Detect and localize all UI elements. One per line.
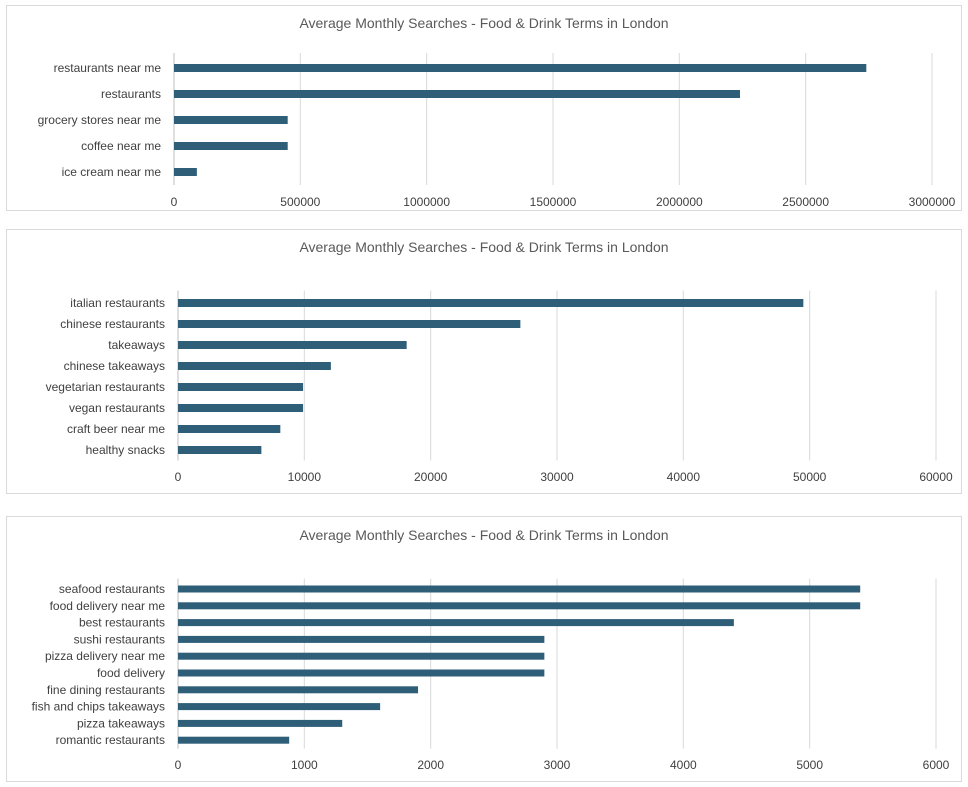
bar: [178, 585, 861, 593]
x-tick-label: 50000: [793, 470, 827, 484]
chart-title: Average Monthly Searches - Food & Drink …: [299, 239, 668, 255]
category-label: healthy snacks: [86, 443, 165, 457]
category-label: romantic restaurants: [56, 733, 165, 747]
category-label: craft beer near me: [67, 422, 165, 436]
bar: [178, 341, 407, 349]
x-tick-label: 40000: [667, 470, 701, 484]
bar: [178, 299, 804, 307]
chart-1-svg: Average Monthly Searches - Food & Drink …: [38, 15, 956, 209]
category-label: takeaways: [108, 338, 165, 352]
x-tick-label: 500000: [280, 195, 320, 209]
x-tick-label: 0: [171, 195, 178, 209]
chart-panel-2: Average Monthly Searches - Food & Drink …: [6, 229, 962, 494]
chart-title: Average Monthly Searches - Food & Drink …: [299, 15, 668, 31]
bar: [178, 736, 290, 744]
chart-2-svg: Average Monthly Searches - Food & Drink …: [46, 239, 953, 484]
bar: [178, 652, 545, 660]
category-label: food delivery: [97, 666, 165, 680]
category-label: best restaurants: [79, 616, 165, 630]
category-label: coffee near me: [81, 139, 161, 153]
bar: [174, 64, 867, 72]
x-tick-label: 2000: [417, 758, 444, 772]
x-tick-label: 4000: [670, 758, 697, 772]
bar: [174, 116, 288, 124]
x-tick-label: 30000: [540, 470, 574, 484]
x-tick-label: 6000: [923, 758, 950, 772]
x-tick-label: 60000: [919, 470, 953, 484]
chart-panel-1: Average Monthly Searches - Food & Drink …: [6, 5, 962, 211]
category-label: fish and chips takeaways: [32, 700, 165, 714]
chart-panel-3: Average Monthly Searches - Food & Drink …: [6, 516, 962, 782]
category-label: vegan restaurants: [69, 401, 165, 415]
bar: [178, 425, 281, 433]
bar: [178, 404, 304, 412]
category-label: pizza delivery near me: [45, 649, 165, 663]
category-label: pizza takeaways: [77, 716, 165, 730]
x-tick-label: 5000: [796, 758, 823, 772]
category-label: chinese restaurants: [60, 317, 165, 331]
category-label: food delivery near me: [50, 599, 166, 613]
chart-3-svg: Average Monthly Searches - Food & Drink …: [32, 527, 950, 772]
bar: [178, 686, 419, 694]
bar: [174, 168, 197, 176]
bar: [178, 602, 861, 610]
x-tick-label: 2000000: [656, 195, 703, 209]
category-label: restaurants: [101, 87, 161, 101]
bar: [178, 719, 343, 727]
x-tick-label: 1500000: [530, 195, 577, 209]
category-label: grocery stores near me: [38, 113, 162, 127]
x-tick-label: 3000: [544, 758, 571, 772]
category-label: fine dining restaurants: [47, 683, 165, 697]
category-label: seafood restaurants: [59, 582, 165, 596]
bar: [178, 446, 262, 454]
x-tick-label: 1000000: [403, 195, 450, 209]
category-label: restaurants near me: [54, 61, 162, 75]
x-tick-label: 1000: [291, 758, 318, 772]
bar: [174, 142, 288, 150]
chart-title: Average Monthly Searches - Food & Drink …: [299, 527, 668, 543]
x-tick-label: 3000000: [909, 195, 956, 209]
x-tick-label: 0: [175, 470, 182, 484]
category-label: sushi restaurants: [74, 632, 165, 646]
bar: [178, 669, 545, 677]
bar: [174, 90, 740, 98]
bar: [178, 362, 331, 370]
x-tick-label: 10000: [288, 470, 322, 484]
x-tick-label: 0: [175, 758, 182, 772]
x-tick-label: 2500000: [782, 195, 829, 209]
category-label: vegetarian restaurants: [46, 380, 165, 394]
bar: [178, 703, 381, 711]
x-tick-label: 20000: [414, 470, 448, 484]
category-label: ice cream near me: [62, 165, 162, 179]
bar: [178, 320, 521, 328]
bar: [178, 383, 304, 391]
category-label: italian restaurants: [70, 296, 165, 310]
bar: [178, 619, 734, 627]
bar: [178, 635, 545, 643]
category-label: chinese takeaways: [64, 359, 165, 373]
